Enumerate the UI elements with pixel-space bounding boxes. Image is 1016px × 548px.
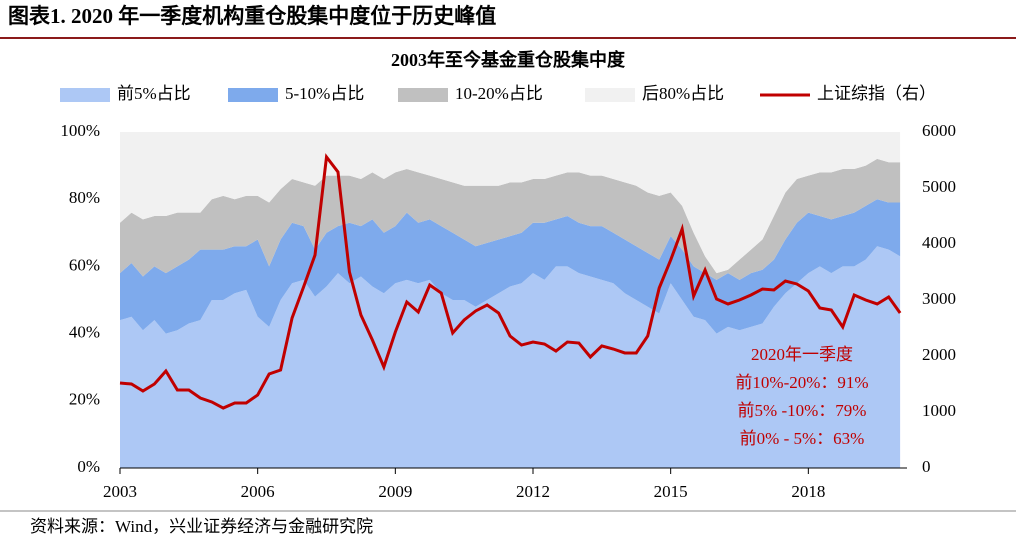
y-tick-label: 60% <box>69 255 100 274</box>
y-tick-label: 0% <box>77 457 100 476</box>
annotation: 2020年一季度 <box>751 345 853 364</box>
x-tick-label: 2015 <box>654 482 688 501</box>
x-tick-label: 2009 <box>378 482 412 501</box>
y2-tick-label: 4000 <box>922 233 956 252</box>
annotation: 前5% -10%：79% <box>738 401 867 420</box>
x-tick-label: 2012 <box>516 482 550 501</box>
annotation: 前10%-20%：91% <box>735 373 868 392</box>
area <box>120 158 901 280</box>
x-tick-label: 2006 <box>241 482 275 501</box>
y2-tick-label: 1000 <box>922 401 956 420</box>
legend-swatch <box>228 88 278 102</box>
y2-tick-label: 2000 <box>922 345 956 364</box>
x-tick-label: 2018 <box>791 482 825 501</box>
y-tick-label: 20% <box>69 390 100 409</box>
x-tick-label: 2003 <box>103 482 137 501</box>
legend-swatch <box>398 88 448 102</box>
area <box>120 132 901 274</box>
legend-label: 5-10%占比 <box>285 84 364 103</box>
y-tick-label: 80% <box>69 188 100 207</box>
legend-label: 前5%占比 <box>117 84 191 103</box>
chart-title: 2003年至今基金重仓股集中度 <box>391 49 626 70</box>
y2-tick-label: 0 <box>922 457 931 476</box>
y2-tick-label: 5000 <box>922 177 956 196</box>
y2-tick-label: 3000 <box>922 289 956 308</box>
source: 资料来源：Wind，兴业证券经济与金融研究院 <box>30 517 373 536</box>
legend-label: 后80%占比 <box>642 84 724 103</box>
legend-swatch <box>60 88 110 102</box>
legend-label: 10-20%占比 <box>455 84 543 103</box>
legend-label: 上证综指（右） <box>817 84 936 103</box>
y-tick-label: 100% <box>60 121 100 140</box>
annotation: 前0% - 5%：63% <box>740 429 865 448</box>
y2-tick-label: 6000 <box>922 121 956 140</box>
area <box>120 246 901 468</box>
area <box>120 199 901 334</box>
y-tick-label: 40% <box>69 323 100 342</box>
legend-swatch <box>585 88 635 102</box>
line <box>119 153 902 410</box>
header: 图表1. 2020 年一季度机构重仓股集中度位于历史峰值 <box>8 4 496 28</box>
